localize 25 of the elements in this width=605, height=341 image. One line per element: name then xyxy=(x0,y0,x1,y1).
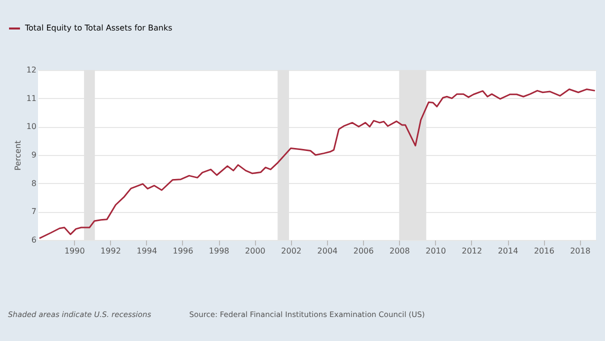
x-tick-label: 2014 xyxy=(498,246,518,256)
x-tick-label: 2016 xyxy=(534,246,554,256)
x-tick-label: 2006 xyxy=(353,246,374,256)
y-tick-label: 12 xyxy=(26,66,36,74)
line-series xyxy=(38,88,596,240)
x-tick-label: 1998 xyxy=(208,246,230,256)
y-tick-label: 10 xyxy=(26,122,36,132)
y-tick-label: 7 xyxy=(31,207,36,216)
x-tick-label: 2018 xyxy=(570,246,590,256)
x-tick-label: 1994 xyxy=(136,246,158,256)
y-tick-label: 8 xyxy=(31,178,36,188)
y-tick-label: 6 xyxy=(31,236,36,244)
x-tick-label: 2008 xyxy=(389,246,410,256)
legend-label: Total Equity to Total Assets for Banks xyxy=(24,24,172,32)
x-tick-label: 1990 xyxy=(64,246,85,256)
x-tick-label: 2004 xyxy=(317,246,338,256)
y-tick-label: 11 xyxy=(26,94,36,103)
x-tick-label: 2002 xyxy=(281,246,302,256)
y-tick-label: 9 xyxy=(31,150,36,160)
x-tick-label: 2010 xyxy=(426,246,446,256)
x-tick-label: 2000 xyxy=(245,246,266,256)
x-tick-label: 1992 xyxy=(100,246,121,256)
x-tick-label: 2012 xyxy=(462,246,482,256)
y-axis-title: Percent xyxy=(13,140,22,171)
x-tick-label: 1996 xyxy=(172,246,194,256)
